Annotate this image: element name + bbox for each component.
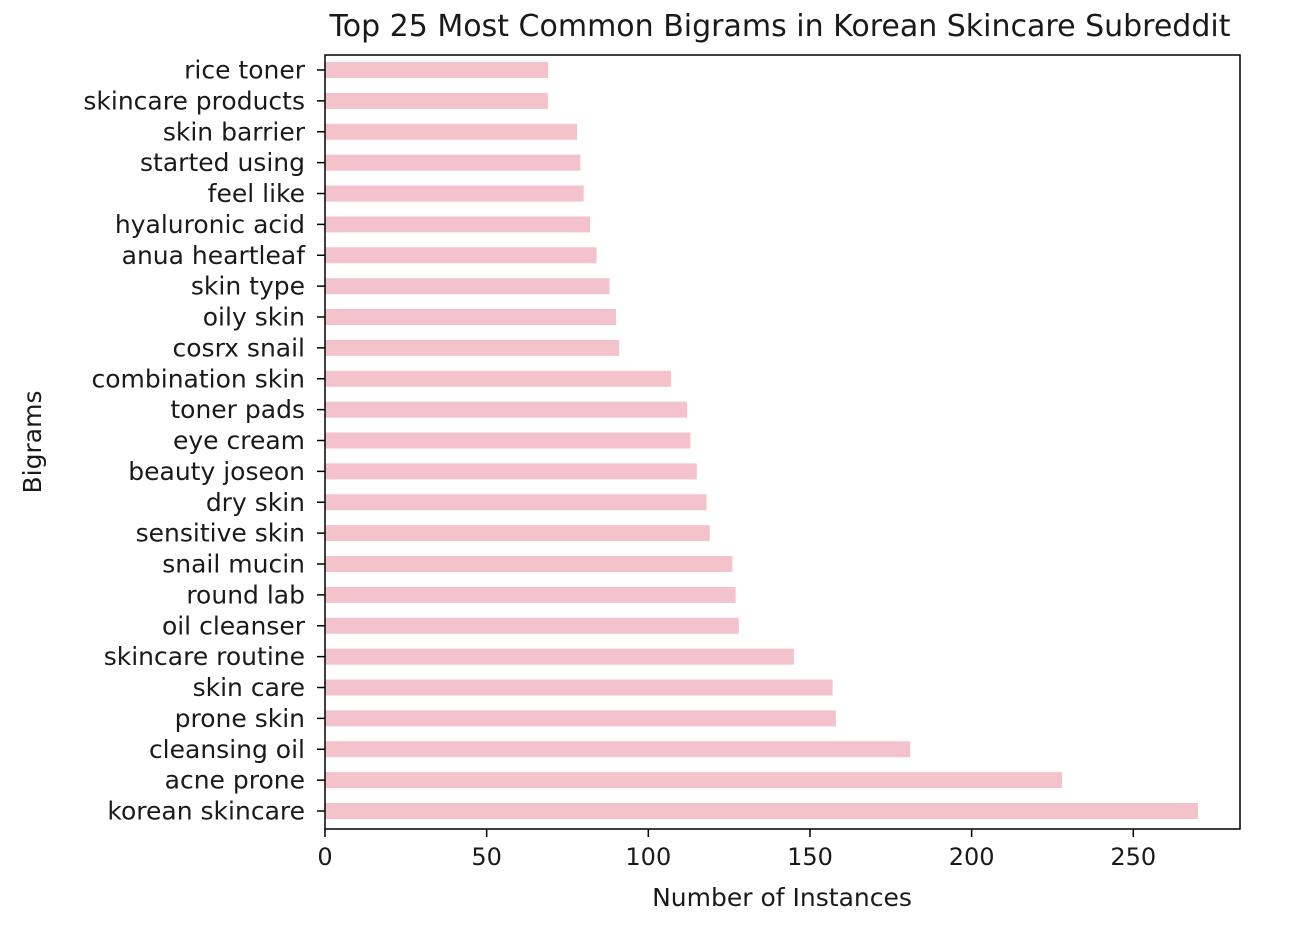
bar-snail-mucin: [325, 556, 733, 572]
x-tick-label: 150: [787, 843, 833, 871]
bar-hyaluronic-acid: [325, 216, 591, 233]
x-axis-ticks: 0 50 100 150 200 250: [317, 829, 1156, 871]
bar-started-using: [325, 154, 581, 171]
category-label-rice-toner: rice toner: [184, 56, 306, 85]
x-tick-label: 100: [625, 843, 671, 871]
category-label-skin-type: skin type: [191, 272, 305, 301]
category-label-skincare-products: skincare products: [83, 86, 305, 115]
category-label-combination-skin: combination skin: [91, 364, 305, 393]
bar-anua-heartleaf: [325, 247, 597, 264]
category-label-korean-skincare: korean skincare: [107, 797, 305, 826]
category-label-sensitive-skin: sensitive skin: [136, 519, 305, 548]
x-tick-label: 200: [949, 843, 995, 871]
category-label-toner-pads: toner pads: [170, 395, 305, 424]
bar-skincare-routine: [325, 648, 794, 665]
bar-combination-skin: [325, 370, 671, 387]
category-label-dry-skin: dry skin: [206, 488, 305, 517]
bar-toner-pads: [325, 401, 688, 418]
bar-sensitive-skin: [325, 525, 710, 542]
x-tick-label: 250: [1110, 843, 1156, 871]
bars-group: [325, 62, 1198, 819]
category-label-feel-like: feel like: [208, 179, 305, 208]
bar-eye-cream: [325, 432, 691, 449]
category-label-hyaluronic-acid: hyaluronic acid: [115, 210, 305, 239]
bar-oily-skin: [325, 309, 616, 325]
bar-oil-cleanser: [325, 617, 739, 634]
category-label-beauty-joseon: beauty joseon: [128, 457, 305, 486]
bar-cleansing-oil: [325, 741, 911, 758]
bar-skincare-products: [325, 92, 549, 109]
category-label-skin-barrier: skin barrier: [163, 117, 306, 146]
plot-frame: [324, 54, 1241, 830]
category-label-eye-cream: eye cream: [173, 426, 305, 455]
category-label-started-using: started using: [140, 148, 305, 177]
category-label-prone-skin: prone skin: [175, 704, 305, 733]
bar-skin-type: [325, 278, 610, 295]
category-label-acne-prone: acne prone: [165, 766, 305, 795]
category-label-oil-cleanser: oil cleanser: [162, 611, 306, 640]
y-axis-label: Bigrams: [18, 391, 47, 494]
chart-title: Top 25 Most Common Bigrams in Korean Ski…: [329, 9, 1231, 44]
x-tick-label: 0: [317, 843, 332, 871]
bar-round-lab: [325, 586, 736, 603]
x-tick-label: 50: [471, 843, 502, 871]
bar-skin-care: [325, 679, 833, 696]
x-axis-label: Number of Instances: [652, 883, 912, 912]
bar-feel-like: [325, 185, 584, 202]
category-label-oily-skin: oily skin: [203, 303, 305, 332]
category-label-cosrx-snail: cosrx snail: [173, 333, 306, 362]
category-label-round-lab: round lab: [186, 580, 305, 609]
category-label-skin-care: skin care: [193, 673, 305, 702]
bar-acne-prone: [325, 772, 1063, 789]
category-label-anua-heartleaf: anua heartleaf: [122, 241, 307, 270]
category-label-skincare-routine: skincare routine: [104, 642, 305, 671]
bar-beauty-joseon: [325, 463, 697, 480]
bar-prone-skin: [325, 710, 836, 727]
bar-rice-toner: [325, 62, 549, 78]
bar-skin-barrier: [325, 123, 578, 140]
bar-dry-skin: [325, 494, 707, 511]
bar-korean-skincare: [325, 803, 1198, 819]
category-label-snail-mucin: snail mucin: [162, 550, 305, 579]
category-label-cleansing-oil: cleansing oil: [149, 735, 305, 764]
bar-cosrx-snail: [325, 339, 620, 356]
